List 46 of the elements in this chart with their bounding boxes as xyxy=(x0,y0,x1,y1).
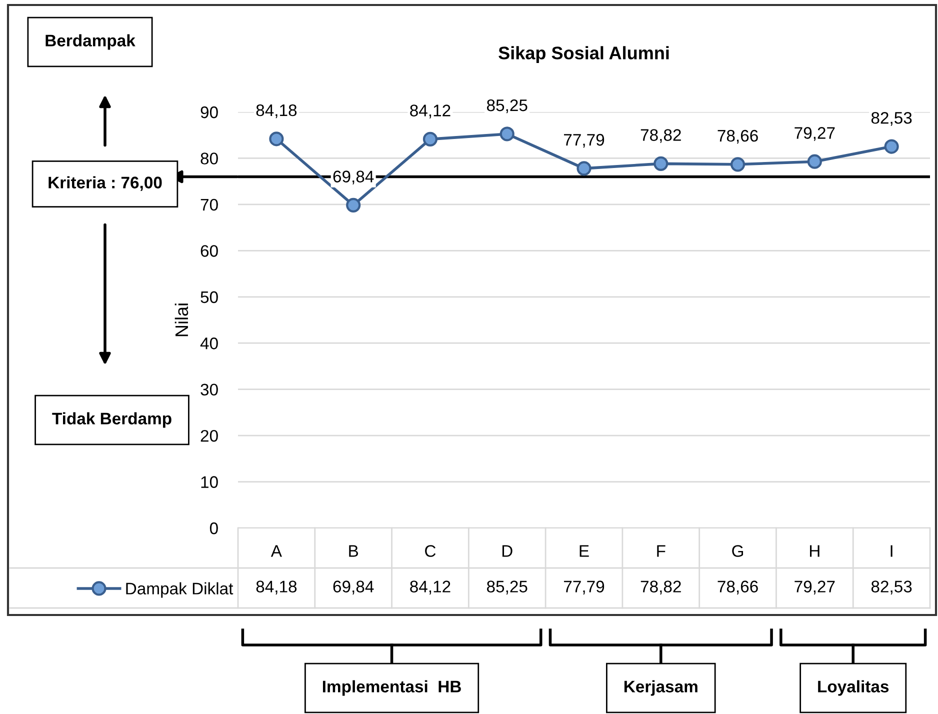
x-tick-label: I xyxy=(890,545,892,557)
y-axis-title: Nilai xyxy=(174,304,188,336)
text: 69,84 xyxy=(333,170,374,184)
text: Loyalitas xyxy=(818,680,889,696)
ref-line-label: Kriteria : 76,00 xyxy=(48,176,162,191)
chart-title: Sikap Sosial Alumni xyxy=(498,46,669,63)
data-label: 77,79 xyxy=(564,580,604,594)
y-tick-label: 40 xyxy=(200,338,218,350)
data-label: 82,53 xyxy=(871,580,912,594)
x-tick-label: C xyxy=(425,545,436,557)
data-label: 84,12 xyxy=(410,580,450,594)
x-tick-label: H xyxy=(810,545,820,557)
data-label: 78,82 xyxy=(640,580,681,594)
x-tick-label: B xyxy=(349,545,358,557)
x-tick-label: D xyxy=(502,545,512,557)
data-label: 79,27 xyxy=(794,580,835,594)
legend-label: Dampak Diklat xyxy=(126,582,234,598)
y-tick-label: 60 xyxy=(200,245,218,257)
text: 78,82 xyxy=(640,129,681,143)
x-tick-label: F xyxy=(657,545,666,557)
data-label: 78,66 xyxy=(718,580,758,594)
y-tick-label: 30 xyxy=(200,384,218,396)
text: 78,66 xyxy=(718,130,758,144)
text: 82,53 xyxy=(871,112,912,126)
x-tick-label: E xyxy=(580,545,589,557)
text: 85,25 xyxy=(486,99,528,114)
text: 84,12 xyxy=(410,104,450,118)
text: Berdampak xyxy=(46,34,136,50)
y-tick-label: 10 xyxy=(201,476,218,488)
text: Kerjasam xyxy=(624,680,698,696)
data-label: 85,25 xyxy=(486,580,528,594)
x-tick-label: A xyxy=(270,545,282,557)
text: 79,27 xyxy=(794,127,835,141)
y-tick-label: 80 xyxy=(200,152,218,164)
y-tick-label: 20 xyxy=(200,430,218,442)
x-tick-label: G xyxy=(732,545,744,557)
y-tick-label: 70 xyxy=(200,198,218,211)
y-tick-label: 0 xyxy=(210,522,218,534)
text: 77,79 xyxy=(564,134,604,148)
y-tick-label: 90 xyxy=(200,106,218,118)
text: 84,18 xyxy=(256,104,297,118)
text: Tidak Berdamp xyxy=(52,412,172,428)
y-tick-label: 50 xyxy=(200,291,218,304)
text: Implementasi HB xyxy=(322,680,461,696)
data-label: 84,18 xyxy=(256,580,297,594)
data-label: 69,84 xyxy=(333,580,374,594)
